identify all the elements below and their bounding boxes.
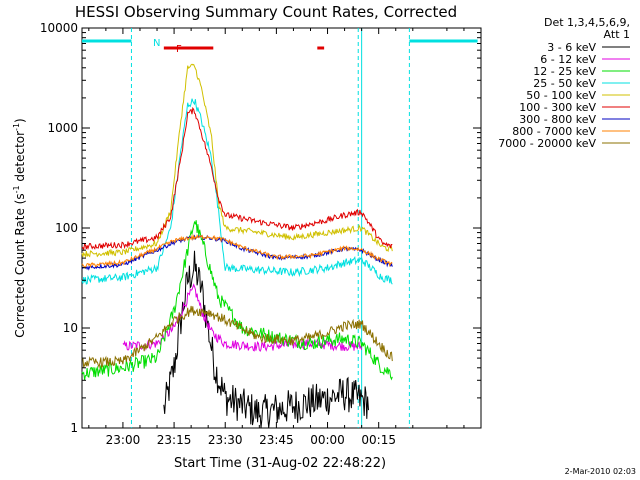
y-axis-label-mid: detector: [13, 131, 27, 186]
legend-header-line2: Att 1: [604, 28, 630, 41]
night-marker: N: [153, 38, 160, 49]
legend-label-2: 6 - 12 keV: [540, 53, 596, 66]
plot-content: [81, 28, 478, 429]
legend-label-7: 300 - 800 keV: [519, 113, 596, 126]
chart-title: HESSI Observing Summary Count Rates, Cor…: [75, 3, 457, 21]
legend-label-1: 3 - 6 keV: [547, 41, 596, 54]
legend-header-line1: Det 1,3,4,5,6,9,: [544, 16, 630, 29]
series-line-1: [163, 250, 369, 429]
x-axis-label: Start Time (31-Aug-02 22:48:22): [174, 456, 386, 471]
y-tick-label: 10000: [40, 21, 78, 35]
x-tick-label: 23:00: [106, 433, 141, 447]
y-axis-label: Corrected Count Rate (s-1 detector-1): [12, 118, 27, 337]
flare-marker: F: [176, 44, 182, 55]
x-tick-label: 23:15: [157, 433, 192, 447]
series-line-9: [81, 305, 393, 370]
y-axis-label-end: ): [13, 118, 27, 123]
y-axis-label-main: Corrected Count Rate (s: [13, 193, 27, 337]
series-line-7: [81, 234, 393, 271]
y-tick-label: 1000: [47, 121, 78, 135]
date-stamp: 2-Mar-2010 02:03: [565, 467, 636, 476]
series-line-8: [81, 234, 393, 268]
x-tick-label: 23:45: [259, 433, 294, 447]
legend-label-4: 25 - 50 keV: [533, 77, 596, 90]
axes: 23:00 23:15 23:30 23:45 00:00 00:15 1 10 100 1000…: [40, 21, 481, 447]
y-tick-label: 10: [63, 321, 78, 335]
y-axis-label-sup1: -1: [12, 185, 21, 193]
legend-label-9: 7000 - 20000 keV: [498, 137, 596, 150]
legend-label-5: 50 - 100 keV: [526, 89, 596, 102]
legend-label-6: 100 - 300 keV: [519, 101, 596, 114]
legend-label-3: 12 - 25 keV: [533, 65, 596, 78]
series-line-5: [81, 63, 393, 259]
series-line-4: [81, 98, 393, 285]
y-tick-label: 1: [70, 421, 78, 435]
x-tick-label: 00:00: [310, 433, 345, 447]
y-axis-label-sup2: -1: [12, 123, 21, 131]
series-line-6: [81, 106, 393, 252]
x-tick-label: 23:30: [208, 433, 243, 447]
series-line-3: [81, 220, 393, 381]
y-tick-label: 100: [55, 221, 78, 235]
x-tick-label: 00:15: [361, 433, 396, 447]
legend-label-8: 800 - 7000 keV: [512, 125, 596, 138]
